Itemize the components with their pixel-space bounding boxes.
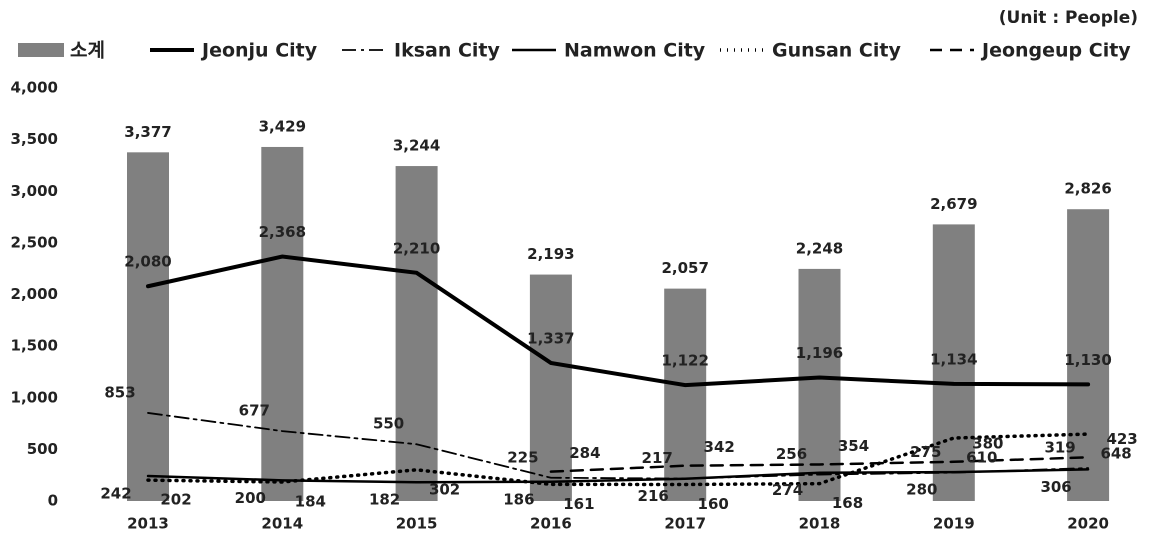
data-label: 1,196 <box>796 344 843 362</box>
data-label: 2,368 <box>259 223 306 241</box>
data-label: 550 <box>373 415 404 433</box>
data-label: 2,057 <box>661 259 708 277</box>
data-label: 2,826 <box>1064 180 1111 198</box>
legend-label: Namwon City <box>564 40 706 62</box>
data-label: 280 <box>906 481 937 499</box>
data-label: 3,244 <box>393 137 440 155</box>
line <box>146 432 1090 487</box>
bar <box>395 166 438 501</box>
y-tick-label: 4,000 <box>11 79 58 97</box>
data-label: 342 <box>704 438 735 456</box>
data-label: 2,193 <box>527 245 574 263</box>
line <box>146 254 1091 388</box>
data-label: 161 <box>563 495 594 513</box>
legend-label: Jeonju City <box>200 40 318 62</box>
data-label: 1,130 <box>1064 351 1111 369</box>
bar <box>798 268 841 501</box>
data-label: 184 <box>295 493 326 511</box>
data-label: 2,080 <box>124 253 171 271</box>
legend-swatch <box>18 43 64 57</box>
y-tick-label: 1,000 <box>11 388 58 406</box>
data-label: 3,429 <box>259 117 306 135</box>
bar <box>261 146 304 501</box>
data-label: 648 <box>1100 445 1131 463</box>
y-tick-label: 500 <box>27 440 58 458</box>
y-tick-label: 2,500 <box>11 233 58 251</box>
x-tick-label: 2019 <box>933 515 975 533</box>
x-tick-label: 2014 <box>261 515 303 533</box>
bar <box>664 288 707 501</box>
bar <box>1067 209 1110 501</box>
unit-annotation: (Unit : People) <box>999 8 1138 28</box>
data-label: 319 <box>1044 439 1075 457</box>
line <box>549 456 1090 473</box>
legend-label: Gunsan City <box>772 40 901 62</box>
data-label: 677 <box>239 402 270 420</box>
x-tick-label: 2013 <box>127 515 169 533</box>
data-label: 202 <box>160 491 191 509</box>
x-tick-label: 2015 <box>396 515 438 533</box>
x-tick-label: 2020 <box>1067 515 1109 533</box>
data-label: 274 <box>772 481 803 499</box>
data-label: 1,122 <box>661 352 708 370</box>
legend-label: 소계 <box>70 40 105 62</box>
data-label: 168 <box>832 494 863 512</box>
data-label: 2,248 <box>796 239 843 257</box>
x-tick-label: 2017 <box>664 515 706 533</box>
line <box>146 468 1090 484</box>
y-tick-label: 0 <box>48 492 58 510</box>
data-label: 225 <box>507 448 538 466</box>
data-label: 182 <box>369 491 400 509</box>
data-label: 275 <box>910 443 941 461</box>
y-tick-label: 2,000 <box>11 285 58 303</box>
data-label: 423 <box>1106 430 1137 448</box>
x-tick-label: 2016 <box>530 515 572 533</box>
data-label: 306 <box>1040 478 1071 496</box>
data-label: 1,134 <box>930 350 977 368</box>
data-label: 1,337 <box>527 329 574 347</box>
data-label: 256 <box>776 445 807 463</box>
data-label: 186 <box>503 490 534 508</box>
legend-label: Iksan City <box>394 40 501 62</box>
data-label: 200 <box>235 489 266 507</box>
legend-label: Jeongeup City <box>980 40 1131 62</box>
bar <box>932 224 975 501</box>
data-label: 610 <box>966 449 997 467</box>
data-label: 2,679 <box>930 195 977 213</box>
y-tick-label: 3,000 <box>11 182 58 200</box>
x-tick-label: 2018 <box>799 515 841 533</box>
data-label: 242 <box>100 485 131 503</box>
data-label: 216 <box>638 487 669 505</box>
data-label: 2,210 <box>393 239 440 257</box>
y-tick-label: 3,500 <box>11 130 58 148</box>
y-tick-label: 1,500 <box>11 337 58 355</box>
bar <box>529 274 572 501</box>
data-label: 160 <box>698 495 729 513</box>
data-label: 3,377 <box>124 123 171 141</box>
data-label: 354 <box>838 437 869 455</box>
data-label: 302 <box>429 480 460 498</box>
bar <box>127 152 169 501</box>
data-label: 217 <box>642 449 673 467</box>
data-label: 380 <box>972 434 1003 452</box>
data-label: 853 <box>104 383 135 401</box>
data-label: 284 <box>569 444 600 462</box>
